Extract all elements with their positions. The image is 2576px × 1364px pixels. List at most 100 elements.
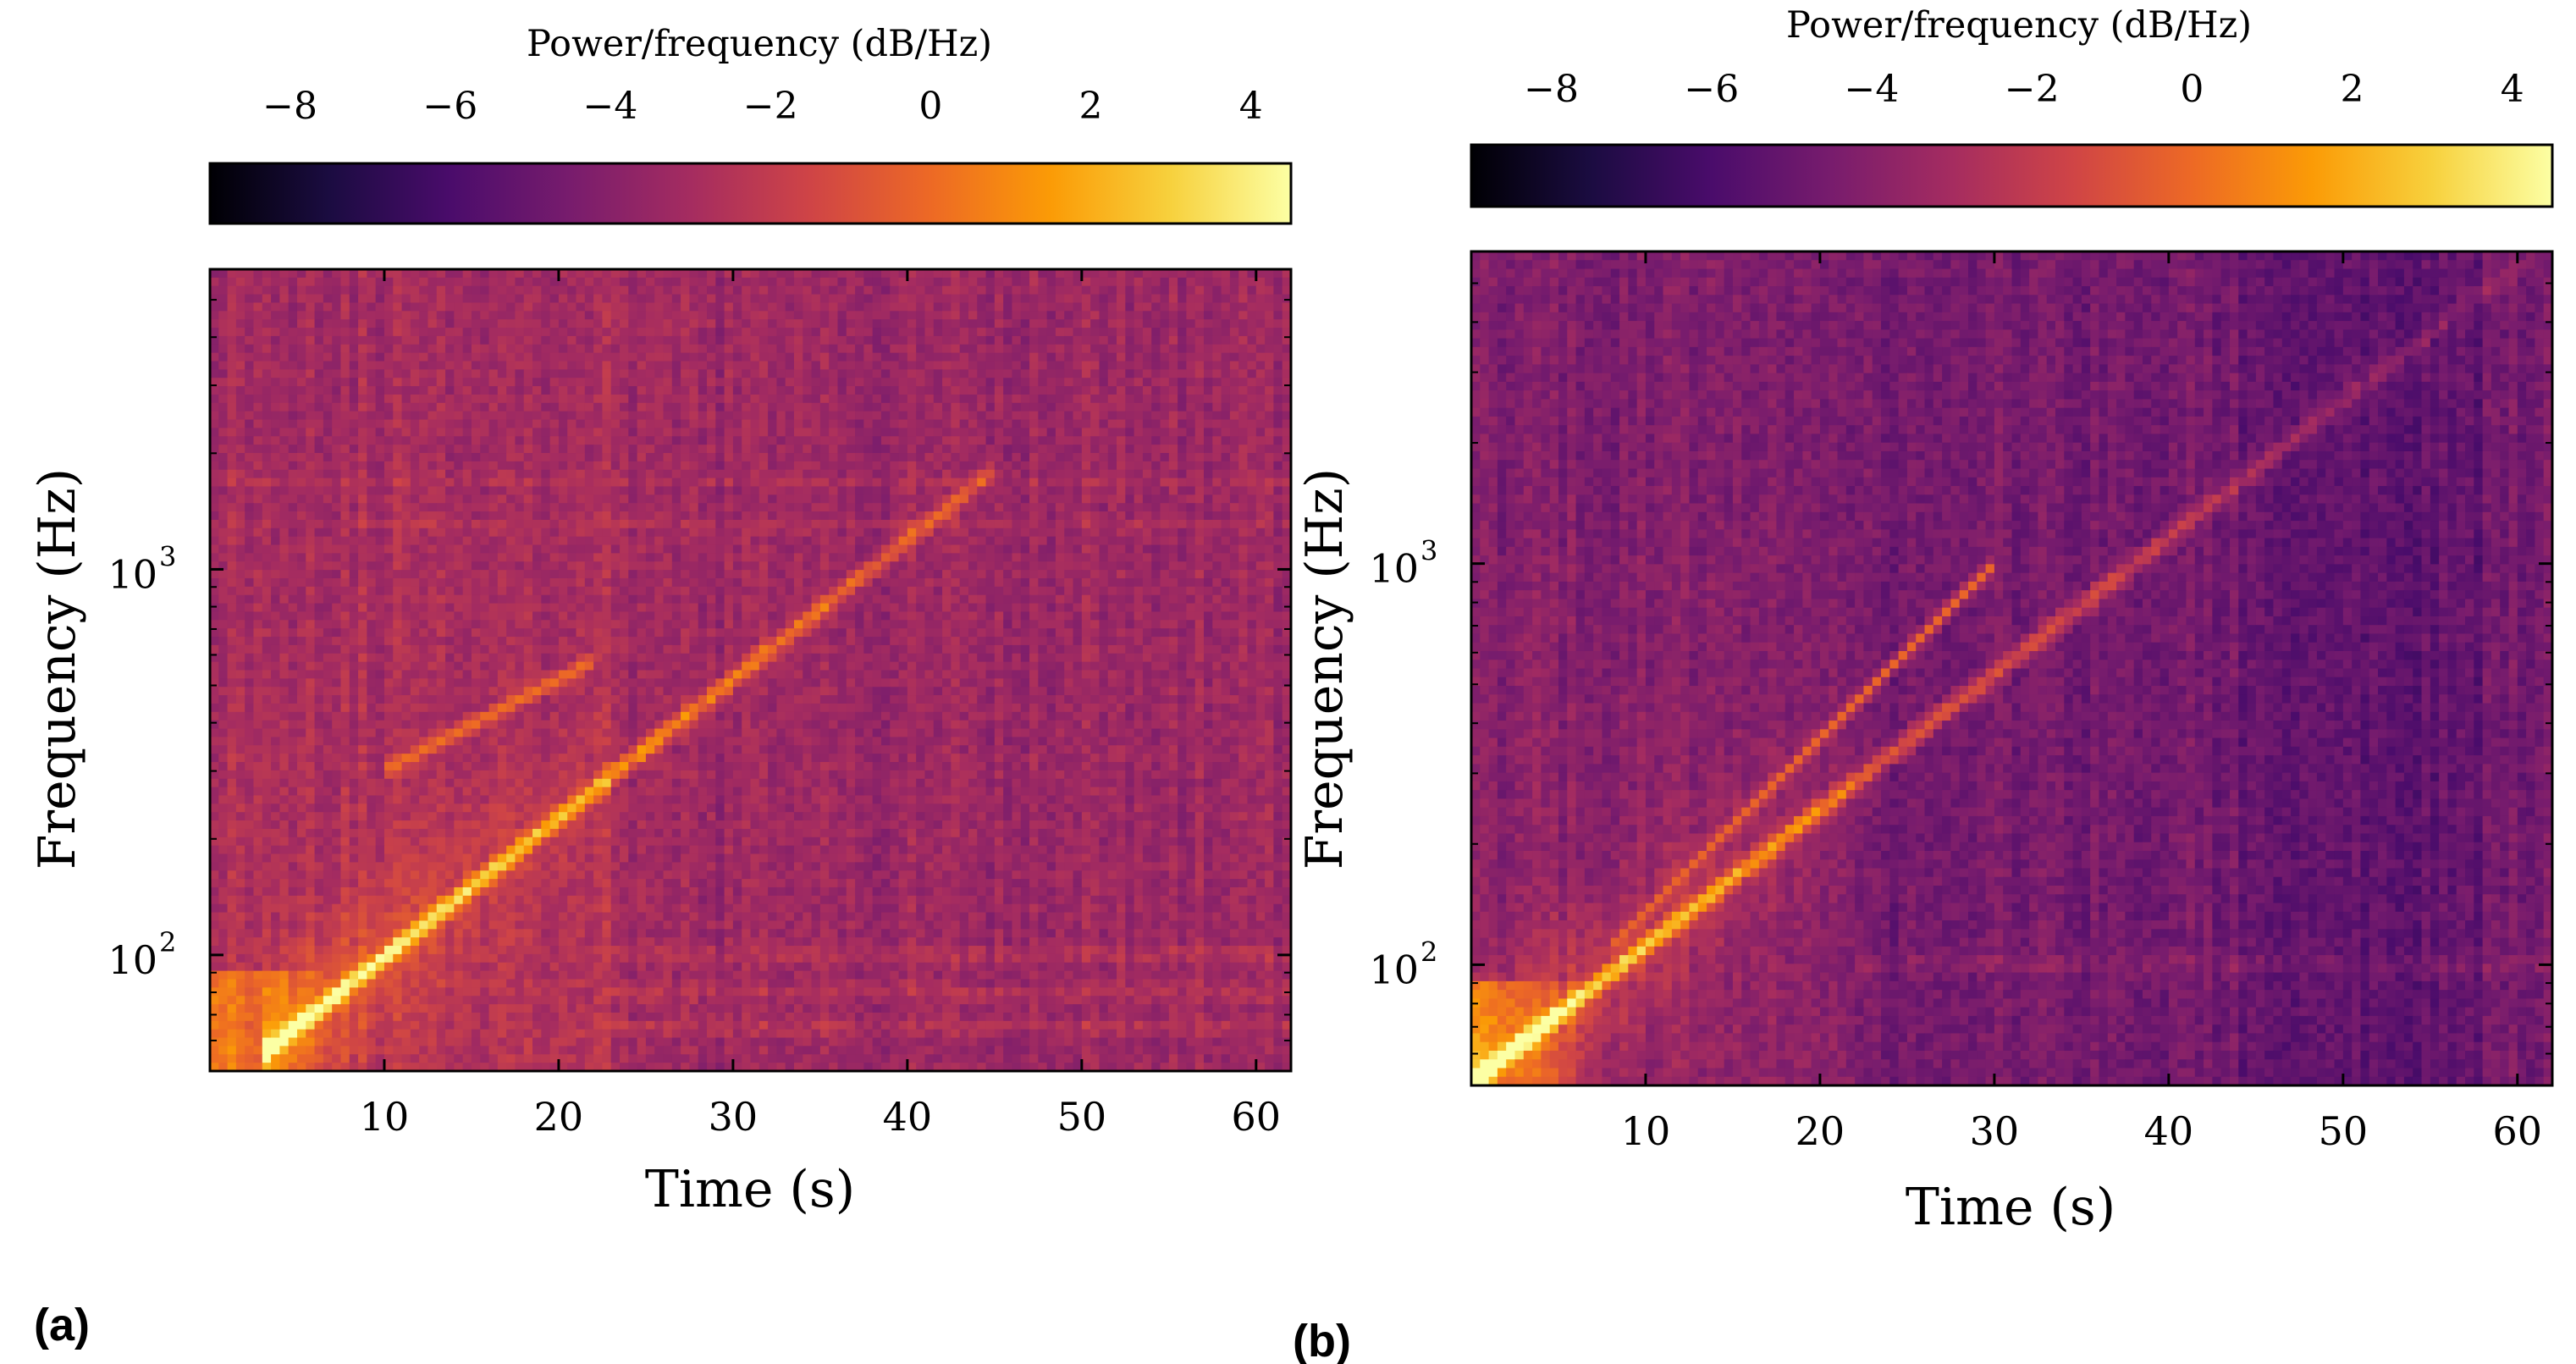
heatmap-cell (323, 278, 333, 286)
heatmap-cell (1265, 403, 1274, 411)
heatmap-cell (628, 494, 637, 503)
heatmap-cell (715, 302, 725, 311)
heatmap-cell (550, 336, 560, 345)
heatmap-cell (576, 453, 586, 461)
heatmap-cell (402, 269, 411, 278)
heatmap-cell (968, 328, 978, 336)
heatmap-cell (628, 436, 637, 445)
heatmap-cell (934, 461, 943, 470)
heatmap-cell (855, 328, 864, 336)
heatmap-cell (1003, 302, 1012, 311)
heatmap-cell (995, 420, 1004, 428)
heatmap-cell (393, 395, 402, 403)
heatmap-cell (768, 319, 777, 328)
heatmap-cell (1056, 520, 1065, 528)
heatmap-cell (829, 403, 838, 411)
heatmap-cell (279, 319, 289, 328)
heatmap-cell (725, 302, 734, 311)
heatmap-cell (1178, 345, 1187, 353)
heatmap-cell (855, 269, 864, 278)
heatmap-cell (245, 478, 254, 487)
heatmap-cell (1073, 420, 1083, 428)
heatmap-cell (803, 520, 812, 528)
heatmap-cell (960, 403, 969, 411)
heatmap-cell (323, 386, 333, 395)
heatmap-cell (847, 378, 856, 386)
heatmap-cell (602, 511, 611, 520)
heatmap-cell (924, 369, 934, 378)
heatmap-cell (1029, 278, 1039, 286)
heatmap-cell (210, 453, 219, 461)
heatmap-cell (427, 511, 437, 520)
heatmap-cell (847, 319, 856, 328)
heatmap-cell (210, 537, 219, 545)
heatmap-cell (786, 411, 795, 420)
heatmap-cell (1082, 445, 1091, 453)
heatmap-cell (340, 278, 350, 286)
heatmap-cell (332, 537, 341, 545)
heatmap-cell (1222, 453, 1231, 461)
heatmap-cell (332, 378, 341, 386)
heatmap-cell (358, 378, 367, 386)
heatmap-cell (427, 503, 437, 511)
heatmap-cell (698, 328, 708, 336)
heatmap-cell (1151, 445, 1161, 453)
spectrogram-a (210, 269, 1292, 1072)
heatmap-cell (1248, 395, 1257, 403)
heatmap-cell (1108, 511, 1117, 520)
heatmap-cell (725, 436, 734, 445)
heatmap-cell (489, 470, 499, 478)
heatmap-cell (315, 470, 324, 478)
heatmap-cell (236, 478, 245, 487)
heatmap-cell (1099, 386, 1108, 395)
heatmap-cell (472, 428, 481, 436)
heatmap-cell (698, 470, 708, 478)
heatmap-cell (559, 369, 568, 378)
heatmap-cell (1090, 478, 1100, 487)
heatmap-cell (506, 353, 516, 362)
heatmap-cell (977, 503, 986, 511)
heatmap-cell (812, 278, 821, 286)
heatmap-cell (664, 537, 673, 545)
heatmap-cell (907, 278, 917, 286)
heatmap-cell (253, 386, 262, 395)
heatmap-cell (1099, 286, 1108, 295)
heatmap-cell (1230, 528, 1239, 537)
heatmap-cell (768, 486, 777, 494)
heatmap-cell (995, 537, 1004, 545)
heatmap-cell (480, 428, 489, 436)
heatmap-cell (454, 378, 463, 386)
heatmap-cell (776, 302, 786, 311)
heatmap-cell (463, 319, 472, 328)
heatmap-cell (1125, 445, 1134, 453)
heatmap-cell (602, 445, 611, 453)
heatmap-cell (358, 461, 367, 470)
heatmap-cell (968, 436, 978, 445)
heatmap-cell (1169, 278, 1178, 286)
heatmap-cell (1151, 461, 1161, 470)
heatmap-cell (1195, 336, 1205, 345)
heatmap-cell (1099, 461, 1108, 470)
heatmap-cell (1230, 470, 1239, 478)
heatmap-cell (1178, 378, 1187, 386)
heatmap-cell (611, 311, 621, 319)
heatmap-cell (847, 353, 856, 362)
heatmap-cell (1073, 445, 1083, 453)
heatmap-cell (279, 411, 289, 420)
heatmap-cell (689, 269, 698, 278)
heatmap-cell (837, 520, 847, 528)
heatmap-cell (498, 286, 507, 295)
heatmap-cell (228, 520, 237, 528)
heatmap-cell (1151, 478, 1161, 487)
heatmap-cell (637, 353, 647, 362)
heatmap-cell (786, 286, 795, 295)
heatmap-cell (1151, 328, 1161, 336)
heatmap-cell (1038, 336, 1047, 345)
heatmap-cell (1117, 411, 1126, 420)
heatmap-cell (934, 302, 943, 311)
heatmap-cell (768, 445, 777, 453)
heatmap-cell (968, 369, 978, 378)
heatmap-cell (1047, 278, 1056, 286)
heatmap-cell (376, 345, 385, 353)
heatmap-cell (847, 470, 856, 478)
